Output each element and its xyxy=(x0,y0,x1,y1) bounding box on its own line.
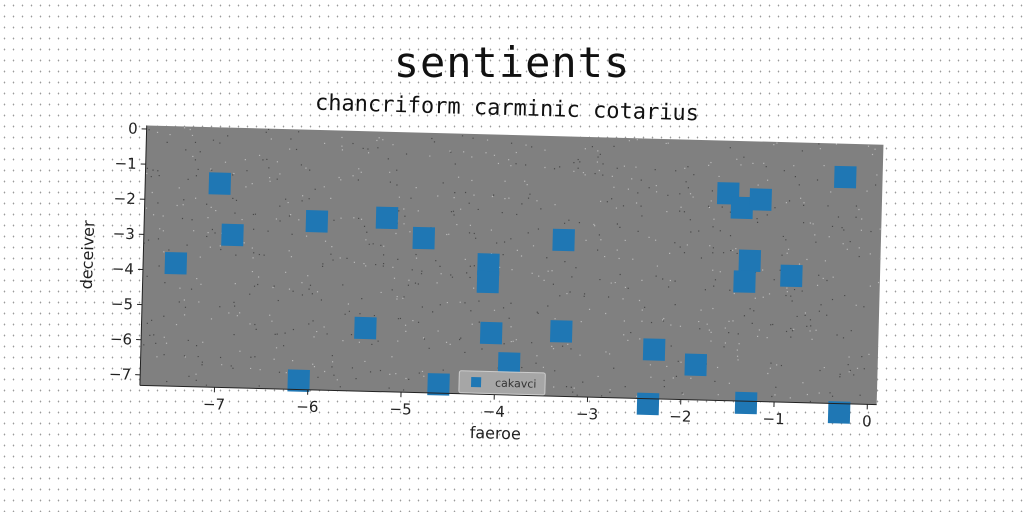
data-point-19 xyxy=(730,196,754,220)
data-point-15 xyxy=(636,392,660,416)
y-tick-label: −2 xyxy=(113,189,136,208)
data-point-14 xyxy=(549,320,573,343)
data-point-20 xyxy=(738,249,762,273)
data-point-22 xyxy=(749,188,772,211)
data-point-12 xyxy=(497,352,521,375)
x-tick-label: −4 xyxy=(483,402,506,421)
legend-label: cakavci xyxy=(495,377,537,391)
data-point-3 xyxy=(305,210,329,233)
data-point-7 xyxy=(287,369,310,392)
data-points xyxy=(164,165,857,424)
data-point-26 xyxy=(827,401,851,424)
y-tick-label: −1 xyxy=(114,154,137,173)
x-axis-label: faeroe xyxy=(469,423,521,443)
legend-box xyxy=(458,370,546,396)
data-point-13 xyxy=(552,228,575,252)
chart-title: sentients xyxy=(393,38,631,87)
y-axis-label: deceiver xyxy=(77,220,98,290)
axes: −7 −6 −5 −4 −3 −2 −1 0 0 −1 −2 −3 −4 −5 −6 −7 xyxy=(109,119,877,431)
x-axis-line xyxy=(139,384,877,406)
x-tick-label: −1 xyxy=(762,410,785,429)
x-tick-label: 0 xyxy=(862,412,872,430)
data-point-16 xyxy=(642,338,666,361)
plot-background xyxy=(139,125,884,405)
x-tick-label: −2 xyxy=(669,407,692,426)
data-point-10 xyxy=(476,270,500,294)
data-point-5 xyxy=(412,226,436,250)
data-point-21 xyxy=(733,270,756,293)
y-tick-label: −6 xyxy=(110,330,133,349)
x-tick-label: −5 xyxy=(389,400,412,419)
data-point-2 xyxy=(164,251,188,275)
plot-noise xyxy=(143,127,882,403)
y-tick-label: 0 xyxy=(128,119,138,137)
data-point-8 xyxy=(427,373,450,396)
y-tick-label: −7 xyxy=(109,365,132,384)
data-point-1 xyxy=(221,223,244,247)
plot-area: −7 −6 −5 −4 −3 −2 −1 0 0 −1 −2 −3 −4 −5 −6 −7 cakavci f… xyxy=(109,119,884,443)
y-axis-line xyxy=(139,125,148,386)
x-tick-label: −7 xyxy=(203,395,226,414)
data-point-9 xyxy=(477,253,500,276)
data-point-4 xyxy=(375,206,399,230)
data-point-0 xyxy=(208,172,232,195)
data-point-25 xyxy=(834,165,857,189)
data-point-11 xyxy=(479,321,503,345)
y-tick-label: −4 xyxy=(112,260,135,279)
y-tick-label: −5 xyxy=(111,295,134,314)
x-tick-label: −6 xyxy=(296,397,319,416)
data-point-17 xyxy=(684,353,708,377)
data-point-23 xyxy=(780,264,803,288)
data-point-24 xyxy=(734,391,758,415)
legend: cakavci xyxy=(458,370,546,396)
legend-swatch xyxy=(470,377,482,388)
y-tick-label: −3 xyxy=(113,225,136,244)
x-tick-label: −3 xyxy=(576,405,599,424)
data-point-6 xyxy=(354,316,377,340)
